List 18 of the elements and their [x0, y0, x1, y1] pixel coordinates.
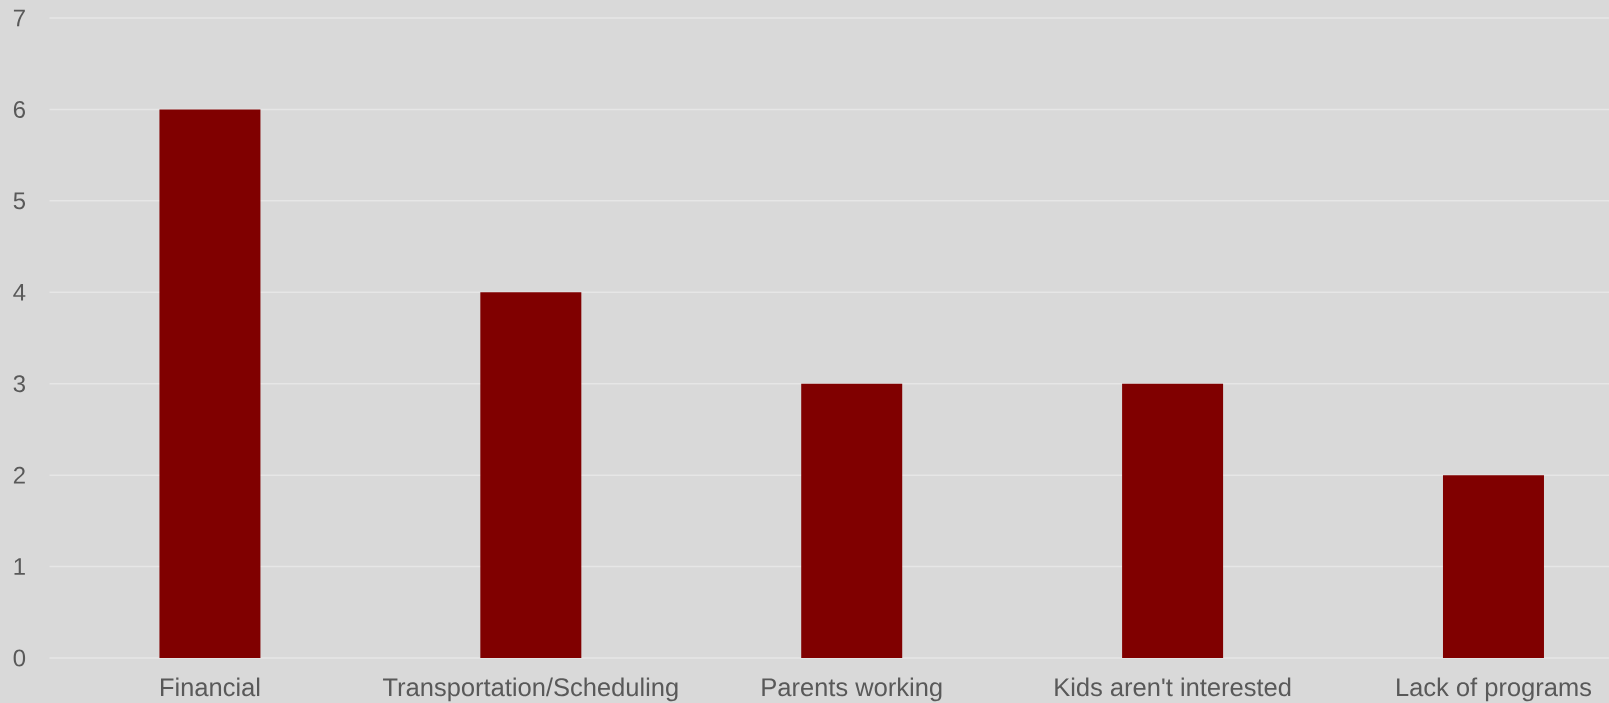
y-tick-label: 6: [13, 100, 25, 118]
bar: [480, 292, 582, 658]
y-tick-label: 1: [14, 558, 25, 575]
y-tick-label: 0: [13, 649, 26, 667]
x-tick-label: Lack of programs: [1397, 677, 1592, 702]
x-tick-label: Parents working: [762, 677, 942, 702]
x-tick-label: Kids aren't interested: [1055, 677, 1291, 697]
bar: [1122, 383, 1224, 658]
y-tick-label: 7: [13, 9, 25, 27]
x-tick-label: Transportation/Scheduling: [383, 677, 678, 702]
y-tick-label: 5: [13, 192, 26, 210]
y-tick-label: 4: [13, 284, 26, 301]
y-tick-label: 2: [13, 466, 25, 484]
y-tick-label: 3: [13, 375, 25, 393]
bar: [801, 383, 903, 658]
x-tick-label: Financial: [161, 677, 260, 697]
bar: [159, 109, 261, 658]
bar: [1442, 475, 1544, 658]
